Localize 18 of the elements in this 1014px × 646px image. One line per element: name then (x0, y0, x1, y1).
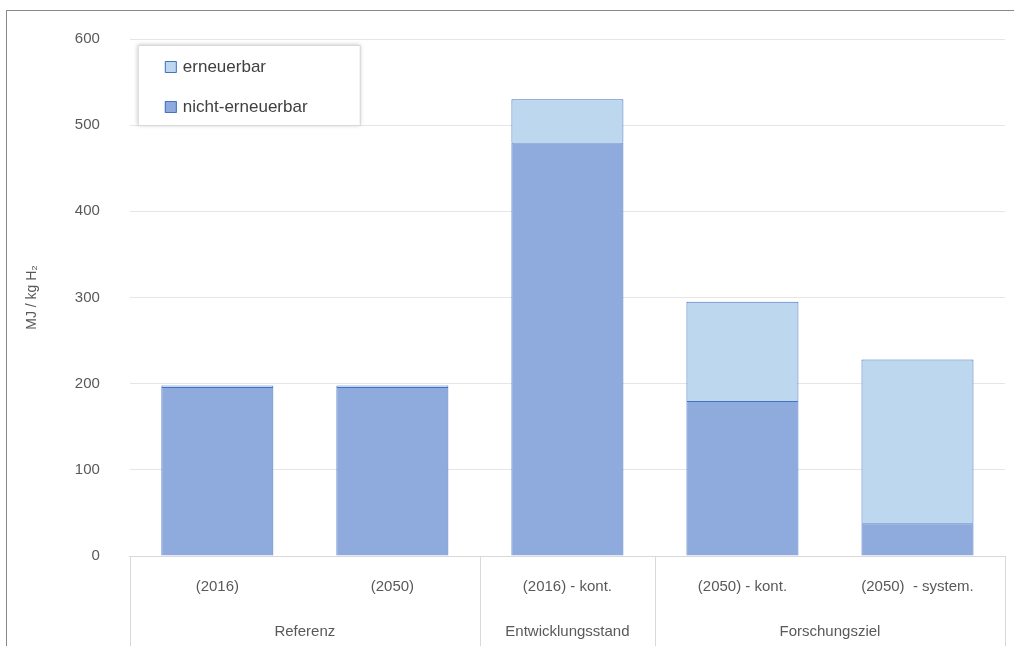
legend-label: erneuerbar (182, 56, 267, 76)
text: Referenz (274, 622, 336, 640)
x-tick-label: (2016) (195, 577, 240, 595)
y-tick-label: 400 (74, 201, 100, 219)
y-tick-label: 100 (74, 459, 100, 477)
y-tick-label: 0 (91, 546, 100, 564)
y-tick-label: 300 (74, 287, 100, 305)
text: Forschungsziel (779, 622, 881, 640)
x-tick-label: (2050) - system. (861, 577, 974, 595)
y-axis-title: MJ / kg H₂ (23, 265, 40, 330)
text: Entwicklungsstand (505, 622, 630, 640)
x-tick-label: (2050) - kont. (697, 577, 788, 595)
y-tick-label: 600 (74, 29, 100, 47)
legend-label: nicht-erneuerbar (182, 96, 308, 116)
x-tick-label: (2016) - kont. (522, 577, 613, 595)
x-tick-label: (2050) (370, 577, 415, 595)
y-tick-label: 200 (74, 373, 100, 391)
y-tick-label: 500 (74, 115, 100, 133)
